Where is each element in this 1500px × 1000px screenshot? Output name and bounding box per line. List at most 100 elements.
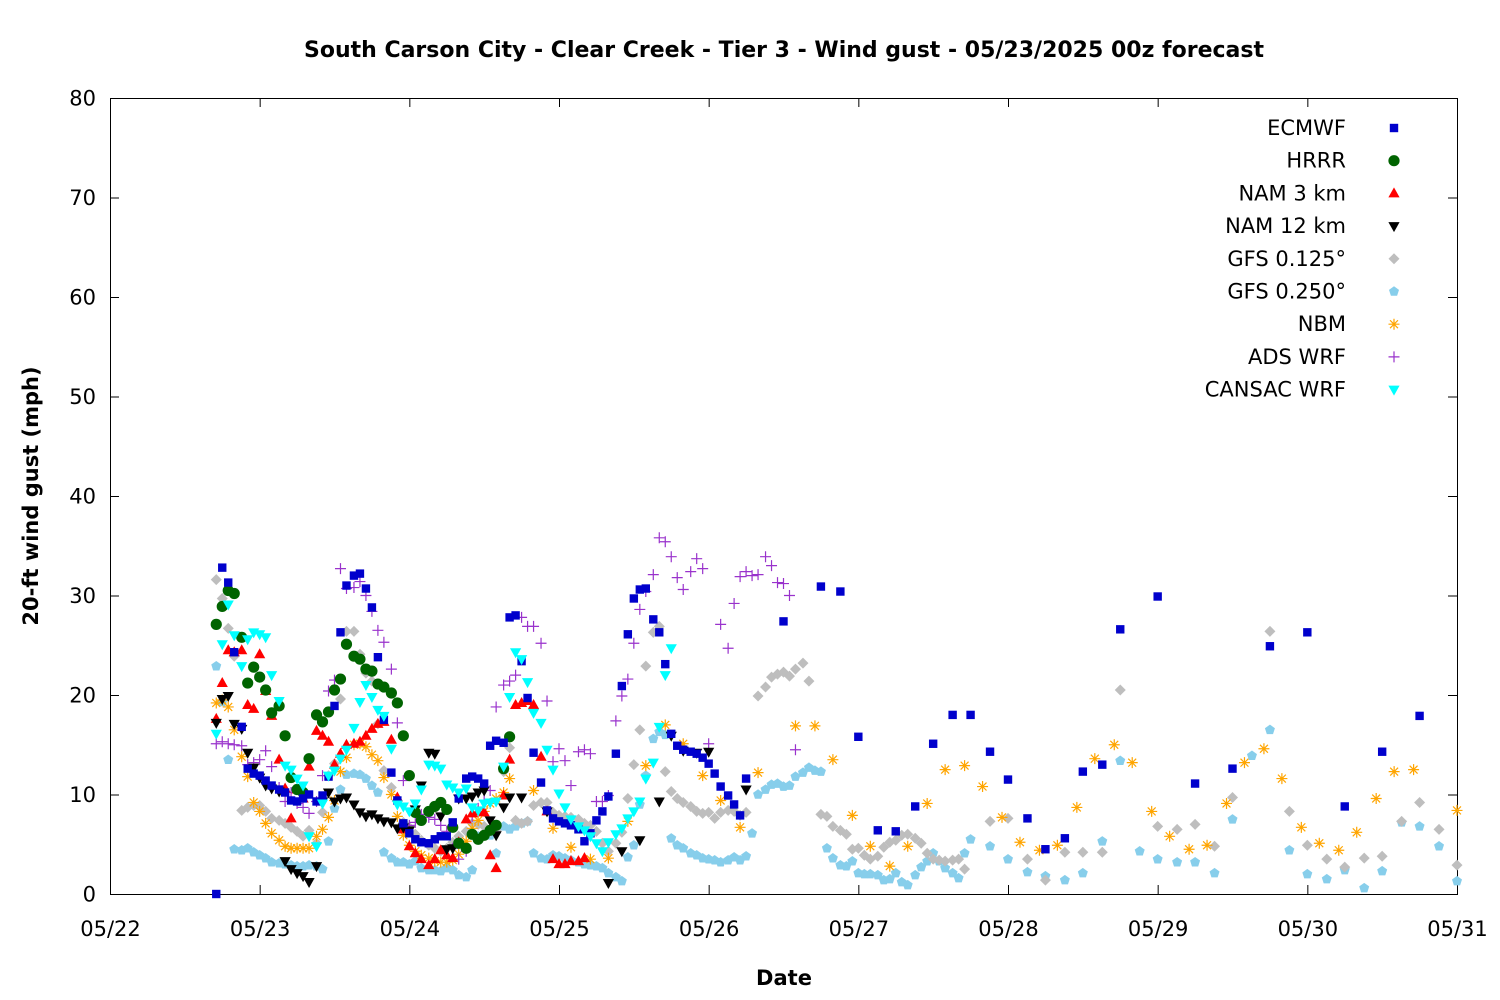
data-point-gfs-0-125	[760, 681, 772, 693]
y-axis: 0 10 20 30 40 50 60 70 80	[69, 87, 1457, 907]
data-point-cansac-wrf	[622, 814, 634, 825]
data-point-ads-wrf	[378, 636, 390, 648]
data-point-ecmwf	[304, 790, 314, 799]
data-point-nbm	[435, 856, 447, 868]
data-point-nbm	[1351, 826, 1363, 838]
data-point-ads-wrf	[659, 536, 671, 548]
series-gfs-0-250-	[211, 660, 1462, 893]
legend-marker-hrrr	[1388, 155, 1400, 167]
data-point-ecmwf	[529, 748, 538, 757]
data-point-gfs-0-250	[1264, 724, 1275, 735]
data-point-gfs-0-125	[1114, 684, 1126, 696]
data-point-ads-wrf	[697, 563, 709, 575]
data-point-ads-wrf	[596, 795, 608, 807]
data-point-hrrr	[260, 684, 272, 696]
legend-label-ecmwf: ECMWF	[1267, 116, 1346, 140]
x-tick-label: 05/29	[1128, 917, 1189, 941]
data-point-nbm	[752, 767, 764, 779]
data-point-hrrr	[254, 671, 266, 683]
data-point-ads-wrf	[559, 755, 571, 767]
series-ads-wrf	[210, 532, 801, 865]
data-point-gfs-0-250	[211, 660, 222, 671]
data-point-ecmwf	[966, 710, 975, 720]
data-point-gfs-0-125	[1358, 852, 1370, 864]
data-point-gfs-0-250	[622, 851, 633, 862]
data-point-nbm	[1238, 757, 1250, 769]
data-point-nbm	[460, 835, 472, 847]
data-point-nbm	[1388, 766, 1400, 778]
data-point-hrrr	[415, 814, 427, 826]
data-point-cansac-wrf	[647, 758, 659, 769]
data-point-gfs-0-125	[348, 625, 360, 637]
data-point-cansac-wrf	[559, 803, 571, 814]
data-point-gfs-0-125	[1376, 850, 1388, 862]
data-point-ecmwf	[604, 792, 613, 801]
data-point-ads-wrf	[783, 590, 795, 601]
data-point-gfs-0-125	[797, 657, 809, 669]
data-point-ads-wrf	[266, 761, 278, 773]
data-point-nbm	[273, 834, 285, 846]
data-point-gfs-0-250	[741, 850, 752, 861]
data-point-hrrr	[279, 730, 291, 742]
data-point-gfs-0-125	[984, 815, 996, 827]
data-point-ecmwf	[1153, 592, 1162, 601]
data-point-ecmwf	[623, 630, 633, 639]
data-point-ecmwf	[1228, 764, 1237, 773]
data-point-nbm	[1089, 753, 1101, 765]
data-point-nam-3-km	[490, 862, 502, 873]
data-point-ecmwf	[237, 722, 246, 732]
data-point-ecmwf	[911, 802, 920, 811]
data-point-nbm	[266, 827, 278, 839]
data-point-nam-12-km	[602, 879, 614, 890]
data-point-gfs-0-125	[1189, 818, 1201, 830]
data-point-ecmwf	[218, 563, 227, 572]
data-point-gfs-0-250	[1452, 875, 1462, 886]
data-point-gfs-0-250	[223, 754, 234, 764]
data-point-cansac-wrf	[640, 774, 652, 785]
data-point-ads-wrf	[760, 551, 772, 563]
data-point-ads-wrf	[677, 584, 689, 596]
y-tick-label: 30	[69, 584, 96, 608]
legend-label-cansac-wrf: CANSAC WRF	[1205, 378, 1346, 402]
data-point-gfs-0-250	[847, 855, 858, 866]
data-point-ecmwf	[1060, 834, 1070, 843]
data-point-ecmwf	[224, 578, 233, 587]
data-point-gfs-0-250	[1302, 868, 1313, 879]
data-point-nam-3-km	[285, 812, 297, 823]
data-point-ads-wrf	[510, 669, 522, 681]
series-ecmwf	[212, 563, 1424, 899]
data-point-cansac-wrf	[659, 671, 671, 682]
data-point-ecmwf	[741, 774, 751, 783]
data-point-ads-wrf	[722, 642, 734, 654]
x-tick-label: 05/25	[529, 917, 590, 941]
data-point-nbm	[397, 829, 409, 841]
data-point-ecmwf	[655, 628, 664, 637]
data-point-ads-wrf	[685, 566, 697, 578]
data-point-ecmwf	[1003, 775, 1013, 784]
data-point-cansac-wrf	[310, 842, 323, 853]
data-point-gfs-0-250	[666, 833, 677, 843]
data-point-hrrr	[242, 677, 254, 689]
data-point-ads-wrf	[703, 738, 715, 750]
data-point-ads-wrf	[553, 743, 565, 755]
data-point-hrrr	[303, 753, 315, 765]
data-point-cansac-wrf	[547, 765, 559, 776]
data-point-nbm	[547, 822, 559, 834]
legend-marker-gfs-0-125	[1388, 253, 1400, 265]
data-point-ecmwf	[1303, 628, 1312, 637]
data-point-gfs-0-250	[1022, 866, 1033, 877]
data-point-nbm	[1333, 844, 1345, 856]
data-point-gfs-0-125	[1451, 859, 1463, 871]
data-point-gfs-0-125	[634, 724, 646, 736]
chart-title: South Carson City - Clear Creek - Tier 3…	[304, 38, 1264, 63]
data-point-ecmwf	[442, 832, 451, 841]
data-point-cansac-wrf	[504, 692, 516, 703]
data-point-nbm	[846, 809, 858, 821]
data-point-cansac-wrf	[210, 729, 222, 740]
data-point-ecmwf	[598, 807, 607, 816]
data-point-ecmwf	[387, 768, 396, 777]
data-point-gfs-0-125	[1414, 796, 1426, 808]
data-point-ecmwf	[891, 827, 900, 836]
data-point-nbm	[423, 852, 435, 864]
